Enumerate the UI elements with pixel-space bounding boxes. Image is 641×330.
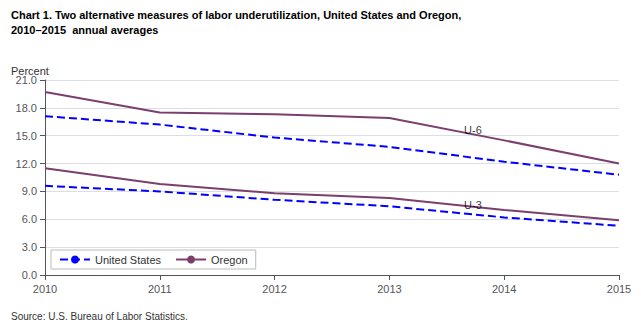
- svg-text:15.0: 15.0: [16, 130, 37, 142]
- svg-text:2010: 2010: [33, 283, 57, 295]
- svg-text:21.0: 21.0: [15, 74, 37, 86]
- svg-text:2015: 2015: [607, 283, 631, 295]
- svg-text:Percent: Percent: [11, 65, 49, 77]
- svg-text:2012: 2012: [262, 283, 286, 295]
- svg-text:U-6: U-6: [464, 124, 482, 136]
- svg-text:2013: 2013: [377, 283, 401, 295]
- svg-text:U-3: U-3: [464, 199, 482, 211]
- svg-text:6.0: 6.0: [22, 213, 37, 225]
- svg-text:0.0: 0.0: [22, 269, 37, 281]
- svg-text:Oregon: Oregon: [211, 254, 248, 266]
- svg-text:United States: United States: [95, 254, 162, 266]
- svg-text:2011: 2011: [148, 283, 172, 295]
- svg-text:12.0: 12.0: [16, 158, 37, 170]
- svg-text:18.0: 18.0: [16, 102, 37, 114]
- svg-text:9.0: 9.0: [22, 185, 37, 197]
- svg-text:2014: 2014: [492, 283, 516, 295]
- svg-text:2010–2015 annual averages: 2010–2015 annual averages: [11, 24, 158, 36]
- svg-text:3.0: 3.0: [22, 241, 37, 253]
- svg-text:Chart 1. Two alternative measu: Chart 1. Two alternative measures of lab…: [11, 9, 461, 21]
- svg-text:Source: U.S. Bureau of Labor S: Source: U.S. Bureau of Labor Statistics.: [11, 311, 188, 322]
